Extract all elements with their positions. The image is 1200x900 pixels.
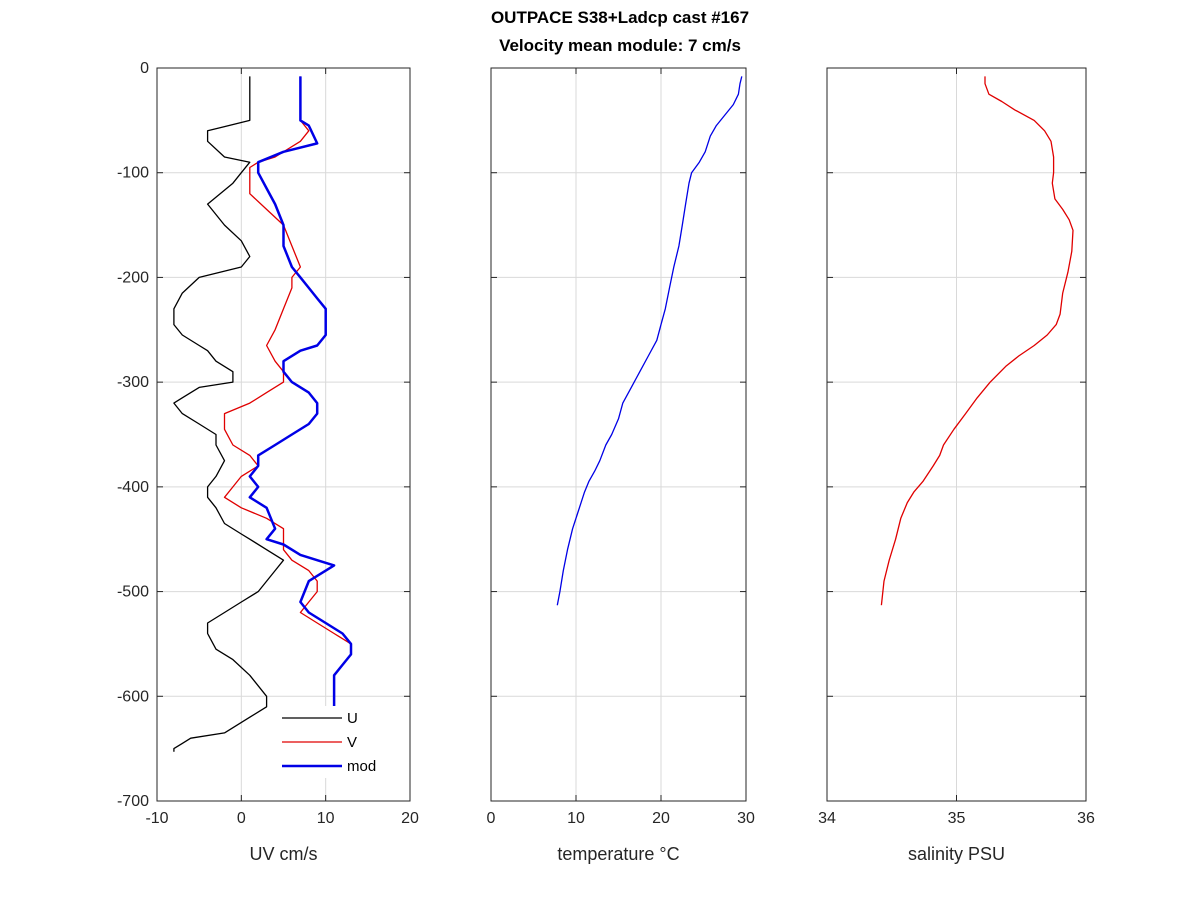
velocity-xtick-label: 0: [237, 810, 246, 827]
salinity-series-0: [880, 76, 1074, 606]
chart-title: OUTPACE S38+Ladcp cast #167: [491, 8, 749, 27]
legend: U V mod: [275, 706, 388, 778]
legend-label-u: U: [347, 710, 358, 727]
legend-label-v: V: [347, 734, 357, 751]
salinity-xtick-label: 35: [948, 810, 966, 827]
velocity-plot-area: [157, 68, 410, 801]
chart-subtitle: Velocity mean module: 7 cm/s: [499, 36, 741, 55]
salinity-panel: 34 35 36 salinity PSU: [818, 67, 1095, 864]
velocity-ytick-label: -200: [117, 269, 149, 286]
velocity-xlabel: UV cm/s: [249, 844, 317, 864]
velocity-axes-frame: [156, 67, 411, 802]
velocity-ytick-label: -300: [117, 374, 149, 391]
temperature-xtick-label: 10: [567, 810, 585, 827]
velocity-ytick-label: -500: [117, 584, 149, 601]
temperature-series-0: [556, 76, 743, 606]
salinity-xlabel: salinity PSU: [908, 844, 1005, 864]
velocity-ytick-label: -400: [117, 479, 149, 496]
velocity-series-mod: [248, 76, 353, 753]
velocity-ytick-label: -700: [117, 793, 149, 810]
velocity-xtick-label: 20: [401, 810, 419, 827]
velocity-ytick-label: -100: [117, 165, 149, 182]
temperature-plot-area: [491, 68, 746, 801]
velocity-xtick-label: 10: [317, 810, 335, 827]
salinity-xtick-label: 34: [818, 810, 836, 827]
salinity-xtick-label: 36: [1077, 810, 1095, 827]
temperature-xtick-label: 0: [487, 810, 496, 827]
velocity-ytick-label: 0: [140, 60, 149, 77]
velocity-series-u: [173, 76, 285, 752]
temperature-panel: 0 10 20 30 temperature °C: [487, 67, 755, 864]
temperature-xtick-label: 20: [652, 810, 670, 827]
temperature-xlabel: temperature °C: [557, 844, 679, 864]
legend-label-mod: mod: [347, 758, 376, 775]
temperature-xtick-label: 30: [737, 810, 755, 827]
velocity-xtick-label: -10: [145, 810, 168, 827]
velocity-ytick-label: -600: [117, 688, 149, 705]
temperature-axes-frame: [490, 67, 747, 802]
velocity-panel: -10 0 10 200-100-200-300-400-500-600-700UV …: [117, 60, 419, 864]
